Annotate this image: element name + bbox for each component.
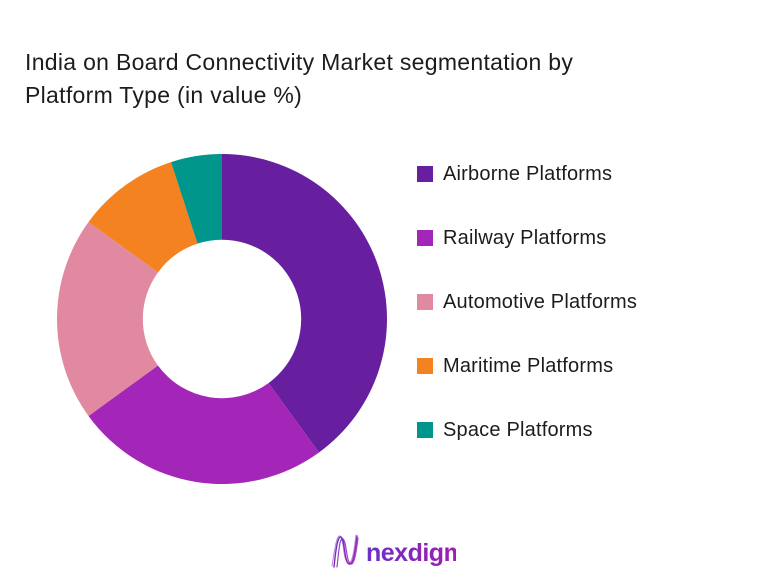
legend-label-space-platforms: Space Platforms <box>443 418 593 441</box>
donut-slice-space-platforms <box>171 154 222 244</box>
legend-label-maritime-platforms: Maritime Platforms <box>443 354 614 377</box>
legend-item-automotive-platforms: Automotive Platforms <box>417 291 637 313</box>
donut-slice-airborne-platforms <box>222 154 387 453</box>
legend-label-railway-platforms: Railway Platforms <box>443 226 607 249</box>
donut-slice-automotive-platforms <box>57 222 158 416</box>
legend-swatch-railway-platforms <box>417 230 433 246</box>
legend-item-maritime-platforms: Maritime Platforms <box>417 355 637 377</box>
legend-swatch-automotive-platforms <box>417 294 433 310</box>
chart-title: India on Board Connectivity Market segme… <box>25 46 573 112</box>
legend-swatch-space-platforms <box>417 422 433 438</box>
legend: Airborne Platforms Railway Platforms Aut… <box>417 163 637 486</box>
legend-label-airborne-platforms: Airborne Platforms <box>443 162 613 185</box>
chart-title-line2: Platform Type (in value %) <box>25 82 303 108</box>
donut-slice-maritime-platforms <box>88 162 198 273</box>
legend-swatch-maritime-platforms <box>417 358 433 374</box>
legend-item-airborne-platforms: Airborne Platforms <box>417 163 637 185</box>
legend-item-railway-platforms: Railway Platforms <box>417 227 637 249</box>
nexdigm-logo: nexdigm <box>330 531 466 576</box>
donut-slice-railway-platforms <box>88 365 319 484</box>
legend-label-automotive-platforms: Automotive Platforms <box>443 290 638 313</box>
legend-item-space-platforms: Space Platforms <box>417 419 637 441</box>
chart-title-line1: India on Board Connectivity Market segme… <box>25 49 574 75</box>
donut-chart <box>57 154 387 484</box>
nexdigm-n-icon <box>331 534 359 568</box>
nexdigm-logo-text: nexdigm <box>366 539 456 567</box>
legend-swatch-airborne-platforms <box>417 166 433 182</box>
